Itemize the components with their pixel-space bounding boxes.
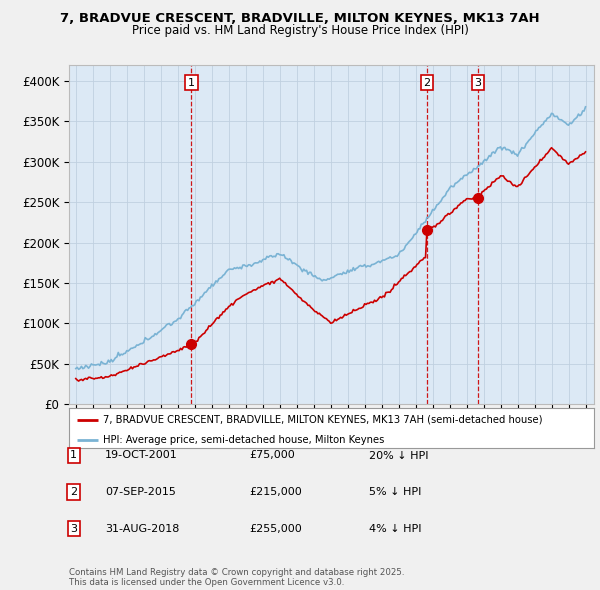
Text: £215,000: £215,000: [249, 487, 302, 497]
Text: £255,000: £255,000: [249, 524, 302, 533]
Text: Price paid vs. HM Land Registry's House Price Index (HPI): Price paid vs. HM Land Registry's House …: [131, 24, 469, 37]
Text: Contains HM Land Registry data © Crown copyright and database right 2025.
This d: Contains HM Land Registry data © Crown c…: [69, 568, 404, 587]
Text: 1: 1: [70, 451, 77, 460]
Text: 31-AUG-2018: 31-AUG-2018: [105, 524, 179, 533]
Text: 3: 3: [70, 524, 77, 533]
Text: 20% ↓ HPI: 20% ↓ HPI: [369, 451, 428, 460]
Text: 1: 1: [188, 78, 195, 88]
Text: 7, BRADVUE CRESCENT, BRADVILLE, MILTON KEYNES, MK13 7AH (semi-detached house): 7, BRADVUE CRESCENT, BRADVILLE, MILTON K…: [103, 415, 542, 425]
Text: 3: 3: [475, 78, 481, 88]
Text: 2: 2: [70, 487, 77, 497]
Text: 2: 2: [424, 78, 431, 88]
Text: 4% ↓ HPI: 4% ↓ HPI: [369, 524, 421, 533]
Text: 7, BRADVUE CRESCENT, BRADVILLE, MILTON KEYNES, MK13 7AH: 7, BRADVUE CRESCENT, BRADVILLE, MILTON K…: [60, 12, 540, 25]
Text: £75,000: £75,000: [249, 451, 295, 460]
Text: HPI: Average price, semi-detached house, Milton Keynes: HPI: Average price, semi-detached house,…: [103, 435, 385, 445]
Text: 19-OCT-2001: 19-OCT-2001: [105, 451, 178, 460]
Text: 07-SEP-2015: 07-SEP-2015: [105, 487, 176, 497]
Text: 5% ↓ HPI: 5% ↓ HPI: [369, 487, 421, 497]
